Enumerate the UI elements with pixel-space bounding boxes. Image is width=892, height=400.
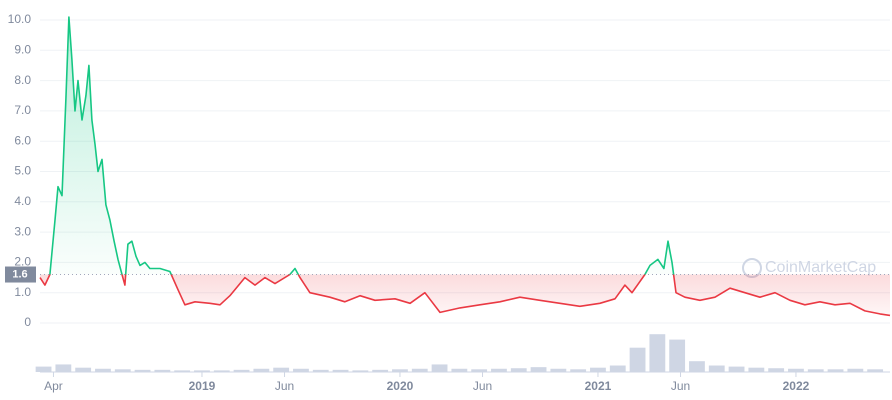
x-tick-label: Apr (44, 379, 63, 393)
y-tick-label: 7.0 (14, 103, 31, 117)
volume-bar (194, 370, 210, 372)
volume-bar (609, 365, 626, 372)
x-tick-label: Jun (473, 379, 492, 393)
volume-bar (332, 369, 349, 372)
volume-bar (530, 367, 547, 372)
area (40, 17, 890, 316)
volume-bar (510, 368, 527, 372)
y-tick-label: 6.0 (14, 133, 31, 147)
volume-bar (827, 369, 844, 372)
volume-bar (471, 369, 488, 372)
volume-bar (352, 370, 369, 372)
volume-bar (253, 368, 270, 372)
y-tick-label: 2.0 (14, 255, 31, 269)
volume-bar (35, 366, 52, 372)
volume-bar (154, 369, 171, 372)
x-tick-label: 2020 (387, 379, 414, 393)
x-tick-label: 2022 (783, 379, 810, 393)
y-tick-label: 3.0 (14, 224, 31, 238)
volume-bar (233, 369, 250, 372)
volume-bar (392, 369, 408, 372)
volume-bar (213, 370, 230, 372)
x-tick-label: Jun (671, 379, 690, 393)
volume-bar (550, 368, 567, 372)
volume-bar (768, 368, 785, 372)
volume-bar (669, 339, 686, 372)
volume-bar (451, 368, 468, 372)
volume-bar (629, 347, 646, 372)
volume-bar (75, 367, 92, 372)
price-line (39, 16, 891, 317)
volume-bar (431, 364, 448, 372)
volume-bar (312, 369, 329, 372)
volume-bar (570, 369, 587, 372)
y-tick-label: 5.0 (14, 164, 31, 178)
volume-bar (134, 369, 151, 372)
y-tick-label: 10.0 (8, 12, 32, 26)
reference-label: 1.6 (12, 268, 27, 280)
y-tick-label: 4.0 (14, 194, 31, 208)
volume-bar (114, 369, 131, 372)
x-tick-label: Jun (275, 379, 294, 393)
watermark: CoinMarketCap (765, 259, 876, 276)
volume-bar (95, 368, 111, 372)
x-tick-label: 2019 (189, 379, 216, 393)
volume-bar (649, 334, 666, 372)
volume-bar (55, 364, 72, 372)
y-tick-label: 1.0 (14, 285, 31, 299)
volume-bar (174, 370, 191, 372)
volume-bar (728, 366, 745, 372)
volume-bar (590, 367, 606, 372)
volume-bar (788, 368, 804, 372)
y-tick-label: 9.0 (14, 42, 31, 56)
volume-bar (372, 369, 389, 372)
x-tick-label: 2021 (585, 379, 612, 393)
volume-bar (867, 369, 884, 372)
volume-bar (847, 368, 864, 372)
reference-label-box (5, 266, 36, 283)
volume-bar (293, 368, 309, 372)
volume-bar (689, 361, 705, 372)
volume-bar (273, 367, 290, 372)
y-tick-label: 0 (24, 315, 31, 329)
volume-bar (807, 369, 824, 372)
volume-bar (411, 368, 428, 372)
y-tick-label: 8.0 (14, 73, 31, 87)
volume-bar (708, 365, 725, 372)
volume-bar (491, 368, 507, 372)
volume-bar (748, 367, 765, 372)
